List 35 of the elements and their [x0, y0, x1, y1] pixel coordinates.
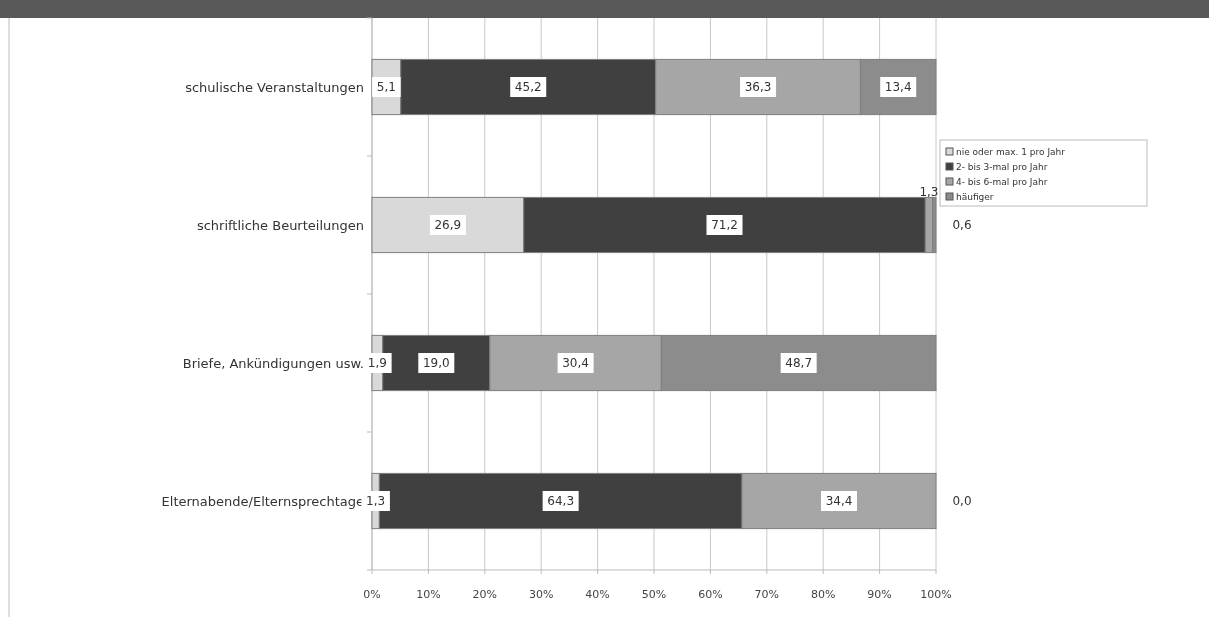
data-label: 19,0: [422, 356, 450, 371]
legend-label: nie oder max. 1 pro Jahr: [956, 147, 1066, 158]
data-label: 64,3: [547, 494, 575, 509]
y-tick-label: Elternabende/Elternsprechtage: [161, 493, 364, 509]
x-tick-label: 90%: [867, 588, 892, 601]
x-tick-label: 0%: [363, 588, 381, 601]
y-tick-label: schriftliche Beurteilungen: [196, 217, 364, 233]
data-label: 1,3: [366, 494, 386, 509]
legend-label: 2- bis 3-mal pro Jahr: [956, 162, 1048, 173]
x-tick-label: 100%: [920, 588, 952, 601]
x-tick-label: 10%: [416, 588, 441, 601]
data-label: 0,0: [952, 494, 972, 509]
data-label: 1,9: [367, 356, 387, 371]
data-label: 30,4: [562, 356, 589, 371]
data-label: 26,9: [434, 218, 462, 233]
legend-label: häufiger: [956, 192, 994, 203]
data-label: 34,4: [825, 494, 853, 509]
y-tick-label: Briefe, Ankündigungen usw.: [182, 355, 364, 371]
data-label: 5,1: [376, 80, 396, 95]
data-label: 71,2: [711, 218, 738, 233]
y-tick-label: schulische Veranstaltungen: [185, 79, 364, 95]
data-label: 1,3: [919, 184, 939, 199]
legend-label: 4- bis 6-mal pro Jahr: [956, 177, 1048, 188]
data-label: 45,2: [514, 80, 542, 95]
data-label: 13,4: [884, 80, 912, 95]
x-tick-label: 30%: [528, 588, 554, 601]
x-tick-label: 70%: [754, 588, 780, 601]
data-label: 48,7: [785, 356, 813, 371]
x-tick-label: 50%: [641, 588, 667, 601]
x-tick-label: 80%: [810, 588, 836, 601]
data-label: 0,6: [952, 218, 972, 233]
x-tick-label: 20%: [472, 588, 498, 601]
x-tick-label: 60%: [698, 588, 723, 601]
data-label: 36,3: [744, 80, 772, 95]
x-tick-label: 40%: [585, 588, 610, 601]
